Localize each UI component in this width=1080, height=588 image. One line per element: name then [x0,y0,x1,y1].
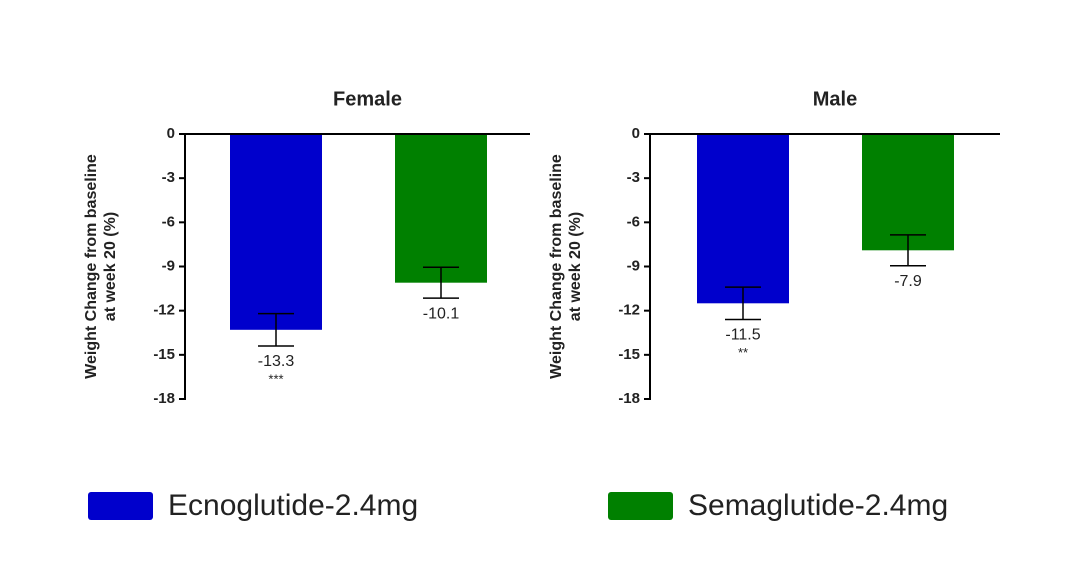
bar [862,134,954,251]
y-tick-label: -6 [162,213,175,230]
chart-title: Male [813,88,857,110]
y-tick-label: -3 [162,169,175,186]
value-label: -13.3 [258,353,295,370]
value-label: -7.9 [894,273,922,290]
y-tick-label: -12 [153,302,175,319]
legend-swatch [88,492,153,520]
legend-swatch [608,492,673,520]
chart-title: Female [333,88,402,110]
y-axis-label: Weight Change from baseline [548,154,565,379]
y-tick-label: -9 [627,257,640,274]
y-axis-label: Weight Change from baseline [83,154,100,379]
significance-label: *** [268,371,283,386]
value-label: -10.1 [423,305,460,322]
legend-label: Ecnoglutide-2.4mg [168,489,418,522]
significance-label: ** [738,345,748,360]
y-tick-label: -15 [153,346,175,363]
value-label: -11.5 [725,327,760,344]
y-axis-label: at week 20 (%) [102,212,119,321]
y-axis-label: at week 20 (%) [567,212,584,321]
y-tick-label: 0 [632,125,640,142]
y-tick-label: -6 [627,213,640,230]
y-tick-label: -9 [162,257,175,274]
y-tick-label: -12 [618,302,640,319]
bar [230,134,322,330]
y-tick-label: -3 [627,169,640,186]
y-tick-label: -15 [618,346,640,363]
y-tick-label: -18 [153,390,175,407]
bar [395,134,487,283]
y-tick-label: 0 [167,125,175,142]
legend-label: Semaglutide-2.4mg [688,489,948,522]
y-tick-label: -18 [618,390,640,407]
bar [697,134,789,304]
